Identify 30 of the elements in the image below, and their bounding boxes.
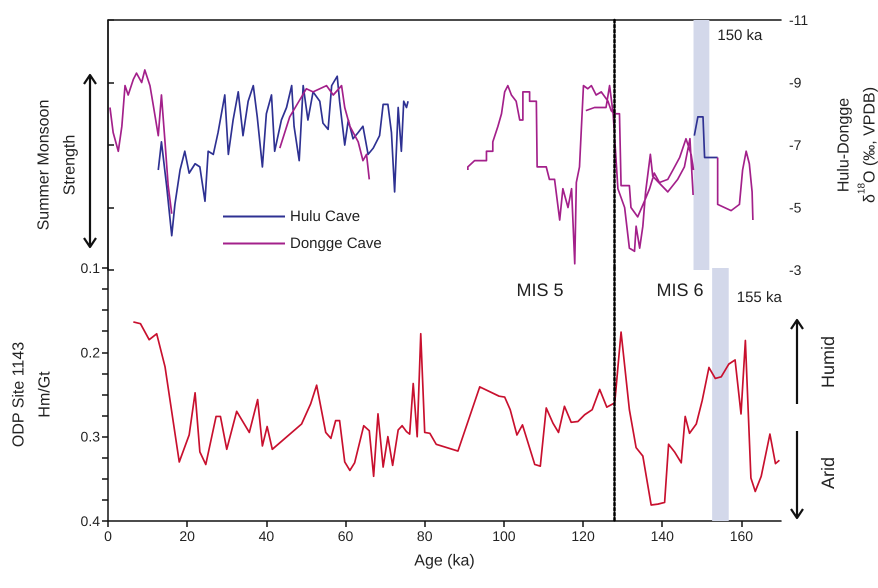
text: Humid: [818, 336, 838, 388]
y-tick-label: 0.2: [80, 344, 100, 360]
legend-label: Hulu Cave: [290, 208, 360, 225]
x-tick-label: 160: [730, 528, 754, 544]
annotation: MIS 6: [656, 280, 704, 300]
y-tick-label: -9: [789, 74, 802, 90]
x-tick-label: 140: [650, 528, 674, 544]
x-tick-label: 60: [338, 528, 354, 544]
y-tick-label: 0.1: [80, 260, 100, 276]
x-tick-label: 120: [571, 528, 595, 544]
y-axis-title: ODP Site 1143 Hm/Gt: [10, 342, 54, 448]
x-axis-title: Age (ka): [414, 552, 475, 570]
band-label: 150 ka: [717, 27, 764, 44]
x-tick-label: 100: [492, 528, 516, 544]
x-tick-label: 40: [258, 528, 274, 544]
text: Arid: [818, 456, 838, 490]
annotation: MIS 5: [516, 280, 564, 300]
y-tick-label: 0.3: [80, 428, 100, 445]
band-label: 155 ka: [736, 289, 782, 306]
y-tick-label: -5: [789, 200, 802, 216]
y-tick-label: -7: [789, 137, 802, 153]
x-tick-label: 80: [416, 528, 433, 544]
y-tick-label: -3: [789, 262, 802, 278]
y-tick-label: -11: [789, 12, 808, 28]
text: Summer Monsoon Strength: [36, 100, 78, 230]
y-tick-label: 0.4: [80, 513, 100, 529]
legend-label: Dongge Cave: [290, 235, 382, 252]
x-tick-label: 0: [104, 528, 112, 544]
line-series: [132, 321, 780, 506]
x-tick-label: 20: [179, 528, 196, 544]
